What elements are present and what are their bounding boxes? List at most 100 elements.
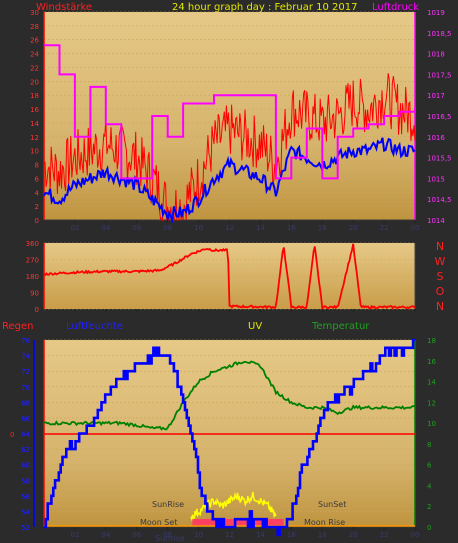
left-axis-title: Windstärke <box>36 2 92 13</box>
temperature-line <box>43 360 416 431</box>
y-left-tick-label: 24 <box>30 51 39 59</box>
x-tick-label: 06 <box>132 224 141 232</box>
y-left-tick-label: 62 <box>21 446 30 454</box>
direction-label: N <box>436 300 444 313</box>
y-left-tick-label: 14 <box>30 120 39 128</box>
x-tick-label: 20 <box>349 531 358 539</box>
humidity-line <box>44 338 415 537</box>
sunrise-annotation: SunRise <box>152 500 184 509</box>
y-left-tick-label: 72 <box>21 368 30 376</box>
sunset-annotation: SunSet <box>318 500 346 509</box>
chart-title: 24 hour graph day : Februar 10 2017 <box>172 2 357 13</box>
x-tick-label: 14 <box>256 531 265 539</box>
y-left-tick-label: 58 <box>21 477 30 485</box>
y-left-tick-label: 70 <box>21 384 30 392</box>
y-left-tick-label: 0 <box>35 217 39 225</box>
y-right-tick-label: 1015,5 <box>427 155 452 163</box>
direction-label: W <box>435 255 446 268</box>
x-tick-label: 08 <box>163 224 172 232</box>
y-left-tick-label: 54 <box>21 508 30 516</box>
x-tick-label: 06 <box>132 531 141 539</box>
y-right-tick-label: 12 <box>427 399 436 407</box>
y-left-tick-label: 60 <box>21 462 30 470</box>
y-right-tick-label: 1016,5 <box>427 113 452 121</box>
x-tick-label: 00 <box>411 531 420 539</box>
y-right-tick-label: 1016 <box>427 134 445 142</box>
y-left-tick-label: 16 <box>30 106 39 114</box>
humidity-label: Luftfeuchte <box>66 321 123 332</box>
x-tick-label: 22 <box>380 224 389 232</box>
x-tick-label: 16 <box>287 531 296 539</box>
y-left-tick-label: 64 <box>21 431 30 439</box>
x-tick-label: 04 <box>101 531 110 539</box>
x-tick-label: 12 <box>225 224 234 232</box>
sun-bar <box>192 519 284 526</box>
y-left-tick-label: 20 <box>30 78 39 86</box>
y-left-tick-label: 18 <box>30 92 39 100</box>
y-left-tick-label: 6 <box>35 175 40 183</box>
y-left-tick-label: 26 <box>30 37 39 45</box>
right-axis-title: Luftdruck <box>372 2 419 13</box>
y-right-tick-label: 18 <box>427 337 436 345</box>
y-tick-label: 0 <box>35 306 39 314</box>
y-left-tick-label: 4 <box>35 189 40 197</box>
y-left-tick-label: 74 <box>21 353 30 361</box>
y-right-tick-label: 2 <box>427 503 431 511</box>
x-tick-label: 08 <box>163 531 172 539</box>
y-tick-label: 360 <box>26 240 39 248</box>
y-right-tick-label: 1018,5 <box>427 30 452 38</box>
x-tick-label: 04 <box>101 224 110 232</box>
x-tick-label: 14 <box>256 224 265 232</box>
y-left-tick-label: 68 <box>21 399 30 407</box>
x-tick-label: 12 <box>225 531 234 539</box>
y-right-tick-label: 1017,5 <box>427 71 452 79</box>
moonset-annotation: Moon Set <box>140 518 177 527</box>
x-tick-label: 02 <box>70 531 79 539</box>
rain-label: Regen <box>2 321 34 332</box>
y-right-tick-label: 8 <box>427 441 431 449</box>
x-tick-label: 00 <box>411 224 420 232</box>
x-tick-label: 10 <box>194 224 203 232</box>
x-tick-label: 20 <box>349 224 358 232</box>
y-right-tick-label: 1018 <box>427 51 445 59</box>
y-tick-label: 90 <box>30 290 39 298</box>
y-left-tick-label: 8 <box>35 162 39 170</box>
uv-label: UV <box>248 321 262 332</box>
y-right-tick-label: 14 <box>427 379 436 387</box>
y-right-tick-label: 6 <box>427 462 432 470</box>
humidity-temperature-panel: Regen Luftfeuchte UV Temperatur525456586062… <box>2 318 456 543</box>
x-tick-label: 16 <box>287 224 296 232</box>
y-left-tick-label: 52 <box>21 524 30 532</box>
moonrise-annotation: Moon Rise <box>304 518 345 527</box>
rain-zero-label: 0 <box>10 431 14 439</box>
y-right-tick-label: 1014 <box>427 217 445 225</box>
direction-label: O <box>436 285 445 298</box>
y-left-tick-label: 12 <box>30 134 39 142</box>
y-left-tick-label: 56 <box>21 493 30 501</box>
wind-direction-line <box>43 243 416 310</box>
x-tick-label: 18 <box>318 224 327 232</box>
y-right-tick-label: 1015 <box>427 175 445 183</box>
y-left-tick-label: 28 <box>30 23 39 31</box>
y-right-tick-label: 1019 <box>427 9 445 17</box>
pressure-line <box>44 44 416 180</box>
wind-pressure-panel: Windstärke 24 hour graph day : Februar 10… <box>2 2 456 232</box>
y-right-tick-label: 10 <box>427 420 436 428</box>
y-right-tick-label: 0 <box>427 524 431 532</box>
y-left-tick-label: 22 <box>30 64 39 72</box>
x-tick-label: 10 <box>194 531 203 539</box>
wind-average-line <box>43 137 416 224</box>
y-left-tick-label: 30 <box>30 9 39 17</box>
plot-area <box>44 12 415 220</box>
temperature-label: Temperatur <box>311 321 370 332</box>
y-left-tick-label: 10 <box>30 148 39 156</box>
direction-label: N <box>436 240 444 253</box>
y-right-tick-label: 1017 <box>427 92 445 100</box>
y-left-tick-label: 76 <box>21 337 30 345</box>
direction-label: S <box>437 270 444 283</box>
y-tick-label: 270 <box>26 257 39 265</box>
sunrise-axis-annotation: Sunrise <box>155 534 185 543</box>
